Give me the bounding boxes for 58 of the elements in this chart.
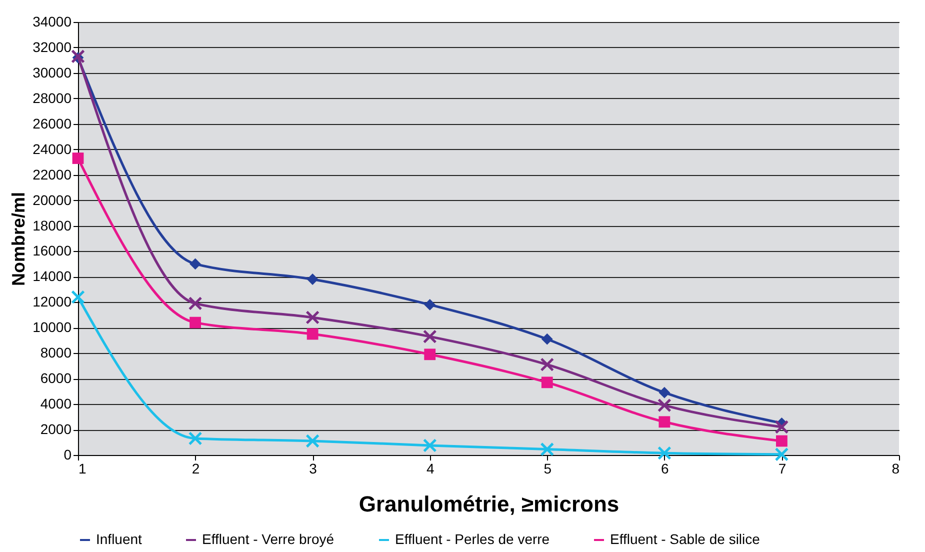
point (776, 435, 788, 447)
point (306, 274, 318, 285)
y-tick-label: 30000 (32, 64, 72, 80)
point (424, 348, 436, 360)
x-tick-label: 7 (778, 460, 786, 476)
y-tick-label: 26000 (32, 115, 72, 132)
y-tick-label: 14000 (32, 268, 72, 284)
legend-label: Effluent - Verre broyé (202, 531, 334, 547)
point (541, 376, 553, 388)
point (774, 447, 789, 462)
y-tick-label: 0 (64, 446, 72, 462)
point (657, 446, 672, 460)
legend-label: Influent (96, 531, 142, 547)
point (540, 442, 554, 456)
point (774, 420, 789, 434)
x-tick-label: 1 (78, 460, 86, 476)
y-tick-label: 18000 (32, 217, 72, 234)
point (657, 398, 672, 412)
x-tick-label: 6 (661, 460, 670, 476)
point (540, 358, 554, 372)
y-tick-label: 32000 (32, 38, 72, 55)
x-tick-label: 4 (426, 460, 434, 476)
x-tick-label: 2 (192, 460, 200, 476)
y-tick-label: 28000 (32, 90, 72, 106)
point (422, 438, 437, 452)
y-tick-label: 20000 (32, 192, 72, 208)
y-tick-label: 34000 (32, 14, 72, 30)
y-tick-label: 22000 (32, 166, 72, 182)
legend-label: Effluent - Perles de verre (395, 531, 550, 547)
y-tick-label: 16000 (32, 242, 72, 259)
point (190, 258, 201, 270)
y-tick-label: 2000 (40, 421, 72, 438)
point (541, 333, 553, 345)
x-tick-label: 3 (309, 460, 318, 476)
x-tick-label: 5 (544, 460, 552, 476)
y-tick-label: 4000 (40, 396, 72, 412)
point (71, 49, 85, 64)
x-tick-label: 8 (892, 460, 900, 476)
y-tick-label: 12000 (32, 294, 72, 310)
point (306, 328, 318, 340)
point (424, 299, 436, 310)
point (306, 310, 320, 324)
point (422, 330, 437, 344)
point (658, 416, 670, 428)
legend-label: Effluent - Sable de silice (610, 531, 760, 547)
point (190, 316, 201, 328)
point (71, 290, 85, 304)
point (658, 386, 670, 398)
y-tick-label: 10000 (32, 319, 72, 336)
point (188, 296, 202, 310)
point (72, 152, 84, 164)
y-axis-title: Nombre/ml (8, 192, 29, 286)
y-tick-label: 8000 (40, 344, 72, 361)
y-tick-label: 24000 (32, 140, 72, 157)
x-axis-title: Granulométrie, ≥microns (358, 492, 620, 516)
point (306, 434, 320, 448)
y-tick-label: 6000 (40, 370, 72, 386)
point (188, 431, 202, 446)
